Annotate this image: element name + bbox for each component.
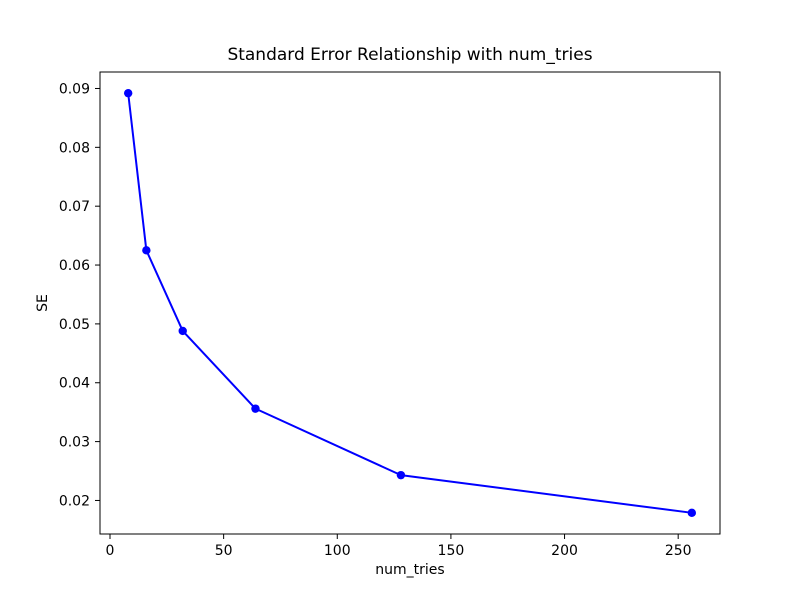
- y-tick-label: 0.08: [59, 140, 90, 156]
- x-tick-label: 200: [551, 543, 578, 559]
- data-point: [251, 404, 260, 413]
- y-axis-ticks: 0.02 0.03 0.04 0.05 0.06 0.07 0.08 0.09: [59, 81, 100, 509]
- y-tick-label: 0.09: [59, 81, 90, 97]
- x-tick-label: 150: [438, 543, 465, 559]
- x-tick-label: 100: [324, 543, 351, 559]
- x-tick-label: 250: [665, 543, 692, 559]
- data-line: [127, 92, 693, 514]
- y-tick-label: 0.05: [59, 317, 90, 333]
- y-tick-label: 0.03: [59, 435, 90, 451]
- y-tick-label: 0.02: [59, 493, 90, 509]
- data-point: [142, 246, 151, 255]
- y-tick-label: 0.07: [59, 199, 90, 215]
- chart-title: Standard Error Relationship with num_tri…: [227, 45, 592, 65]
- data-point: [123, 88, 133, 98]
- x-axis-label: num_tries: [375, 562, 444, 578]
- data-point: [178, 326, 187, 336]
- axes-spines: [99, 71, 721, 535]
- y-tick-label: 0.04: [59, 376, 90, 392]
- x-tick-label: 50: [215, 543, 233, 559]
- data-point: [396, 470, 406, 480]
- y-axis-label: SE: [35, 294, 51, 312]
- x-tick-label: 0: [106, 543, 115, 559]
- data-point: [687, 508, 697, 518]
- plot-area: [100, 72, 720, 534]
- x-axis-ticks: 0 50 100 150 200 250: [106, 534, 692, 559]
- data-series: [123, 88, 697, 518]
- y-tick-label: 0.06: [59, 258, 90, 274]
